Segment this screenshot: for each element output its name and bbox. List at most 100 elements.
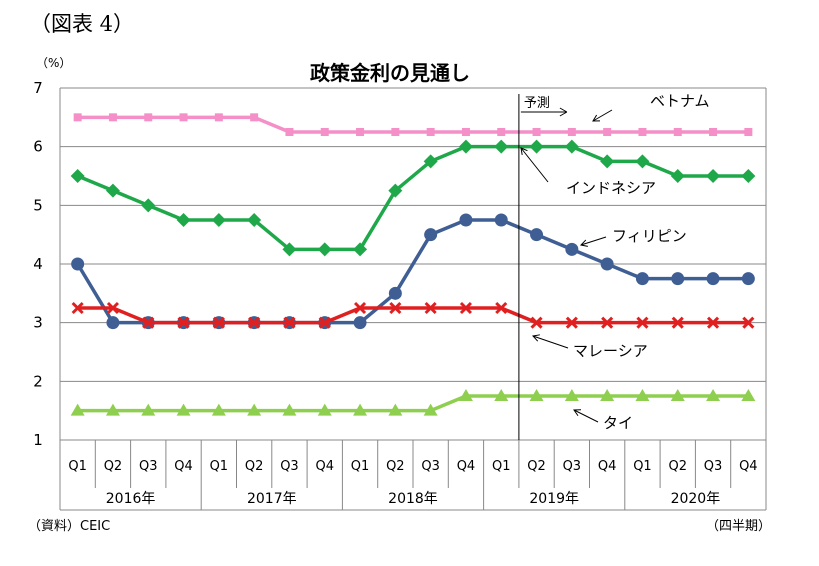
year-label: 2020年 xyxy=(671,491,721,507)
data-point xyxy=(389,301,402,315)
data-point xyxy=(71,257,85,271)
data-point xyxy=(177,316,190,329)
data-point xyxy=(353,301,367,315)
data-point xyxy=(212,316,225,329)
data-point xyxy=(424,228,438,242)
data-point xyxy=(458,139,473,154)
data-point xyxy=(494,389,509,401)
data-point xyxy=(285,128,294,136)
series-label-arrowhead xyxy=(580,239,588,247)
data-point xyxy=(529,139,544,154)
data-point xyxy=(635,272,649,286)
x-tick-label: Q4 xyxy=(315,459,334,474)
data-point xyxy=(353,403,368,416)
data-point xyxy=(565,242,579,256)
data-point xyxy=(423,154,438,169)
series-square xyxy=(73,113,753,136)
series-label-arrowhead xyxy=(573,409,582,417)
chart-title: 政策金利の見通し xyxy=(310,61,470,85)
data-point xyxy=(248,316,261,329)
x-tick-label: Q2 xyxy=(668,459,687,474)
data-point xyxy=(603,128,612,136)
data-point xyxy=(741,169,756,183)
data-point xyxy=(141,403,156,416)
series-label-arrow xyxy=(573,409,599,423)
data-point xyxy=(532,128,541,136)
data-point xyxy=(635,154,650,169)
data-point xyxy=(282,403,297,416)
data-point xyxy=(461,128,470,136)
x-tick-label: Q1 xyxy=(633,459,652,474)
data-point xyxy=(106,301,120,315)
data-point xyxy=(564,389,579,401)
data-point xyxy=(320,128,329,136)
data-point xyxy=(356,128,365,136)
x-tick-label: Q1 xyxy=(68,459,87,474)
series-label: タイ xyxy=(603,414,633,432)
data-point xyxy=(179,113,188,122)
data-point xyxy=(670,389,685,401)
x-tick-label: Q3 xyxy=(704,459,723,474)
data-point xyxy=(600,257,614,271)
series-label: マレーシア xyxy=(573,342,648,360)
data-point xyxy=(671,316,684,329)
data-point xyxy=(635,389,650,401)
data-point xyxy=(494,139,509,154)
y-tick-label: 3 xyxy=(33,314,43,332)
period-note: （四半期） xyxy=(706,519,772,534)
series-label-arrow xyxy=(592,109,613,122)
data-point xyxy=(176,213,191,227)
data-point xyxy=(388,403,403,416)
data-point xyxy=(106,316,120,330)
series-label: ベトナム xyxy=(650,92,710,110)
series-label-arrow xyxy=(532,335,569,349)
data-point xyxy=(459,301,473,315)
data-point xyxy=(600,154,615,169)
data-point xyxy=(709,128,718,136)
y-tick-label: 7 xyxy=(33,79,43,97)
data-point xyxy=(214,113,223,122)
x-tick-label: Q3 xyxy=(280,459,299,474)
y-tick-label: 5 xyxy=(33,196,43,214)
x-tick-label: Q3 xyxy=(139,459,158,474)
data-point xyxy=(673,128,682,136)
data-point xyxy=(211,403,226,416)
x-tick-label: Q2 xyxy=(386,459,405,474)
data-point xyxy=(247,403,262,416)
data-point xyxy=(706,316,720,329)
source-note: （資料）CEIC xyxy=(28,519,111,534)
series-label-arrowhead xyxy=(520,147,528,155)
data-point xyxy=(671,272,685,286)
x-tick-label: Q4 xyxy=(457,459,476,474)
data-point xyxy=(176,403,191,416)
y-unit-label: （%） xyxy=(36,56,72,70)
year-label: 2019年 xyxy=(529,491,579,507)
data-point xyxy=(105,403,120,416)
data-point xyxy=(706,169,721,183)
data-point xyxy=(638,128,647,136)
series-label-arrowhead xyxy=(592,114,601,122)
x-tick-label: Q4 xyxy=(174,459,193,474)
series-label-arrowhead xyxy=(532,334,540,342)
y-tick-label: 4 xyxy=(33,255,43,273)
data-point xyxy=(530,228,544,242)
data-point xyxy=(144,113,153,122)
data-point xyxy=(459,213,473,227)
series-diamond xyxy=(70,139,756,257)
data-point xyxy=(282,242,297,257)
year-label: 2018年 xyxy=(388,491,438,507)
data-point xyxy=(426,128,435,136)
data-point xyxy=(601,316,614,329)
x-tick-label: Q2 xyxy=(527,459,546,474)
series-line xyxy=(77,115,749,134)
data-point xyxy=(353,316,367,330)
data-point xyxy=(250,113,259,122)
data-point xyxy=(388,183,403,198)
y-tick-label: 1 xyxy=(33,431,43,449)
data-point xyxy=(353,242,368,257)
data-point xyxy=(741,389,756,401)
data-point xyxy=(247,213,262,227)
data-point xyxy=(565,316,578,329)
data-point xyxy=(70,403,85,416)
